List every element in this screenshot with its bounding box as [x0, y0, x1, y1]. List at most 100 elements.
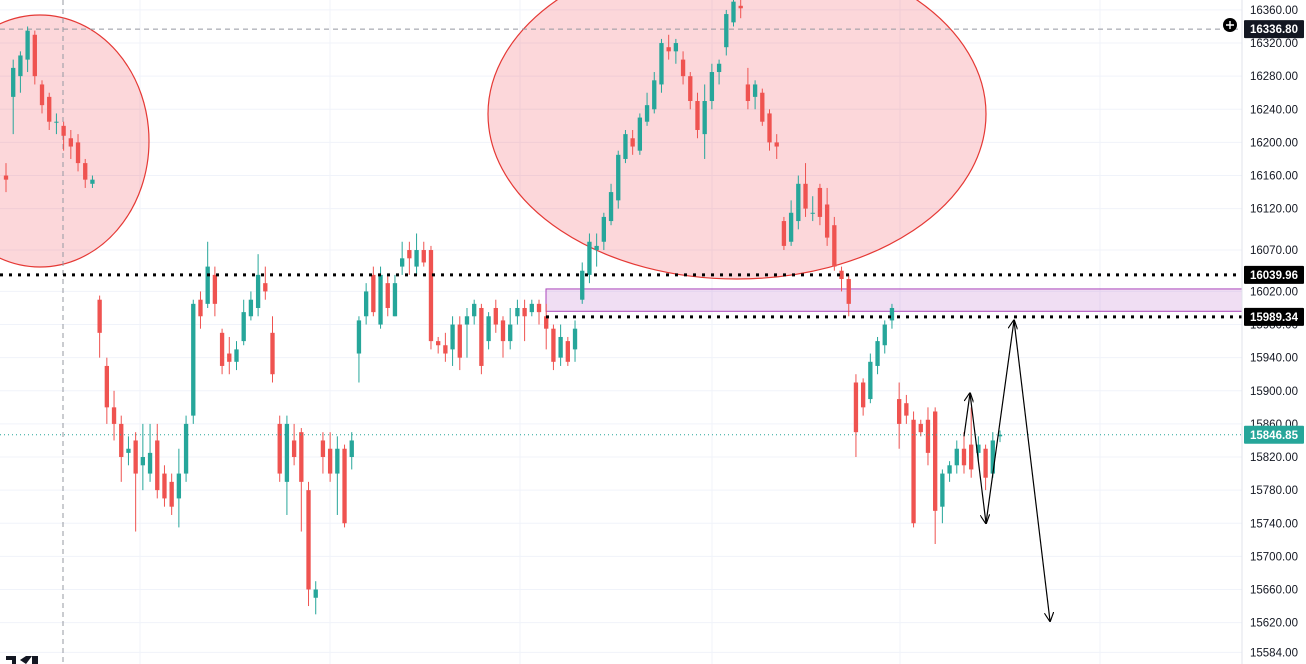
candle[interactable] [212, 266, 218, 317]
candle-body[interactable] [990, 440, 995, 474]
candle-body[interactable] [306, 490, 311, 590]
candle[interactable] [32, 30, 37, 85]
candle-body[interactable] [558, 336, 563, 358]
candle[interactable] [515, 299, 520, 325]
candle-body[interactable] [940, 473, 945, 507]
candle-body[interactable] [277, 423, 282, 474]
candle[interactable] [313, 581, 318, 615]
candle[interactable] [320, 432, 326, 474]
candles[interactable] [3, 0, 1003, 615]
candle[interactable] [774, 134, 779, 159]
candle-body[interactable] [399, 258, 405, 267]
candle[interactable] [162, 465, 167, 507]
candle[interactable] [39, 80, 45, 114]
candle[interactable] [363, 283, 369, 325]
candle-body[interactable] [140, 457, 146, 466]
candle[interactable] [630, 129, 635, 155]
candle-body[interactable] [378, 274, 383, 325]
candle-body[interactable] [500, 320, 506, 342]
candle-body[interactable] [623, 134, 628, 159]
candle-body[interactable] [738, 5, 743, 9]
candle-body[interactable] [61, 125, 66, 136]
candle[interactable] [428, 245, 434, 350]
candle-body[interactable] [983, 448, 988, 478]
candle[interactable] [810, 196, 815, 222]
projection-arrows[interactable] [963, 320, 1050, 621]
candle-body[interactable] [299, 432, 304, 482]
candle-body[interactable] [731, 1, 736, 23]
candle-body[interactable] [810, 212, 815, 214]
candle-body[interactable] [493, 307, 498, 325]
candle-body[interactable] [3, 175, 9, 180]
candle-body[interactable] [147, 452, 153, 474]
candle-body[interactable] [191, 303, 196, 416]
candle-body[interactable] [594, 245, 599, 251]
candle-body[interactable] [47, 96, 52, 122]
candle-body[interactable] [205, 266, 210, 304]
candle-body[interactable] [796, 183, 801, 222]
candle[interactable] [11, 59, 16, 135]
candle-body[interactable] [428, 250, 434, 342]
candle[interactable] [133, 432, 138, 532]
candle[interactable] [868, 353, 873, 404]
candle[interactable] [875, 336, 880, 375]
candle-body[interactable] [443, 345, 448, 354]
candle[interactable] [169, 473, 174, 515]
candle-body[interactable] [767, 113, 772, 143]
candle-body[interactable] [421, 250, 426, 263]
candle-body[interactable] [716, 63, 722, 73]
candle[interactable] [263, 266, 268, 300]
projection-arrow[interactable] [985, 320, 1014, 524]
candle[interactable] [47, 92, 52, 130]
candle-body[interactable] [68, 138, 73, 147]
candle-body[interactable] [695, 101, 700, 130]
candle-body[interactable] [83, 163, 88, 180]
candle-body[interactable] [666, 47, 671, 52]
candle[interactable] [385, 274, 390, 317]
candle[interactable] [342, 444, 347, 528]
candle[interactable] [839, 266, 844, 292]
candle[interactable] [270, 316, 275, 383]
candle-body[interactable] [162, 473, 167, 499]
candle-body[interactable] [630, 138, 635, 147]
candle-body[interactable] [745, 84, 751, 102]
candle-body[interactable] [752, 84, 758, 97]
candle-body[interactable] [702, 101, 707, 135]
candle-body[interactable] [335, 448, 340, 474]
candle[interactable] [140, 423, 146, 491]
candle[interactable] [572, 320, 578, 362]
candle-body[interactable] [508, 324, 513, 342]
candle[interactable] [327, 432, 333, 482]
candle[interactable] [68, 129, 73, 159]
candle-body[interactable] [673, 43, 679, 52]
candle-body[interactable] [853, 382, 859, 433]
candle-body[interactable] [212, 274, 218, 304]
candle-body[interactable] [248, 299, 254, 317]
candle[interactable] [176, 448, 182, 528]
candle-body[interactable] [616, 154, 621, 201]
candle-body[interactable] [832, 225, 837, 267]
candle-body[interactable] [896, 399, 902, 424]
candle[interactable] [716, 59, 722, 85]
candle[interactable] [594, 233, 599, 267]
candle[interactable] [61, 121, 66, 151]
candle[interactable] [356, 316, 362, 383]
candle[interactable] [889, 303, 895, 329]
candle-body[interactable] [652, 80, 657, 110]
candle-body[interactable] [255, 274, 261, 308]
candle[interactable] [255, 254, 261, 317]
candle[interactable] [666, 34, 671, 60]
candle[interactable] [522, 299, 527, 342]
candle-body[interactable] [544, 316, 549, 329]
candle-body[interactable] [680, 59, 686, 77]
candle-body[interactable] [97, 299, 102, 333]
candle-body[interactable] [788, 212, 794, 242]
candle-body[interactable] [104, 365, 110, 408]
candle-body[interactable] [126, 448, 131, 453]
candle-body[interactable] [724, 14, 729, 48]
candle-body[interactable] [969, 444, 974, 470]
candle[interactable] [414, 233, 419, 275]
candle[interactable] [277, 415, 282, 482]
add-alert-button[interactable] [1223, 18, 1237, 32]
candle[interactable] [529, 299, 534, 317]
